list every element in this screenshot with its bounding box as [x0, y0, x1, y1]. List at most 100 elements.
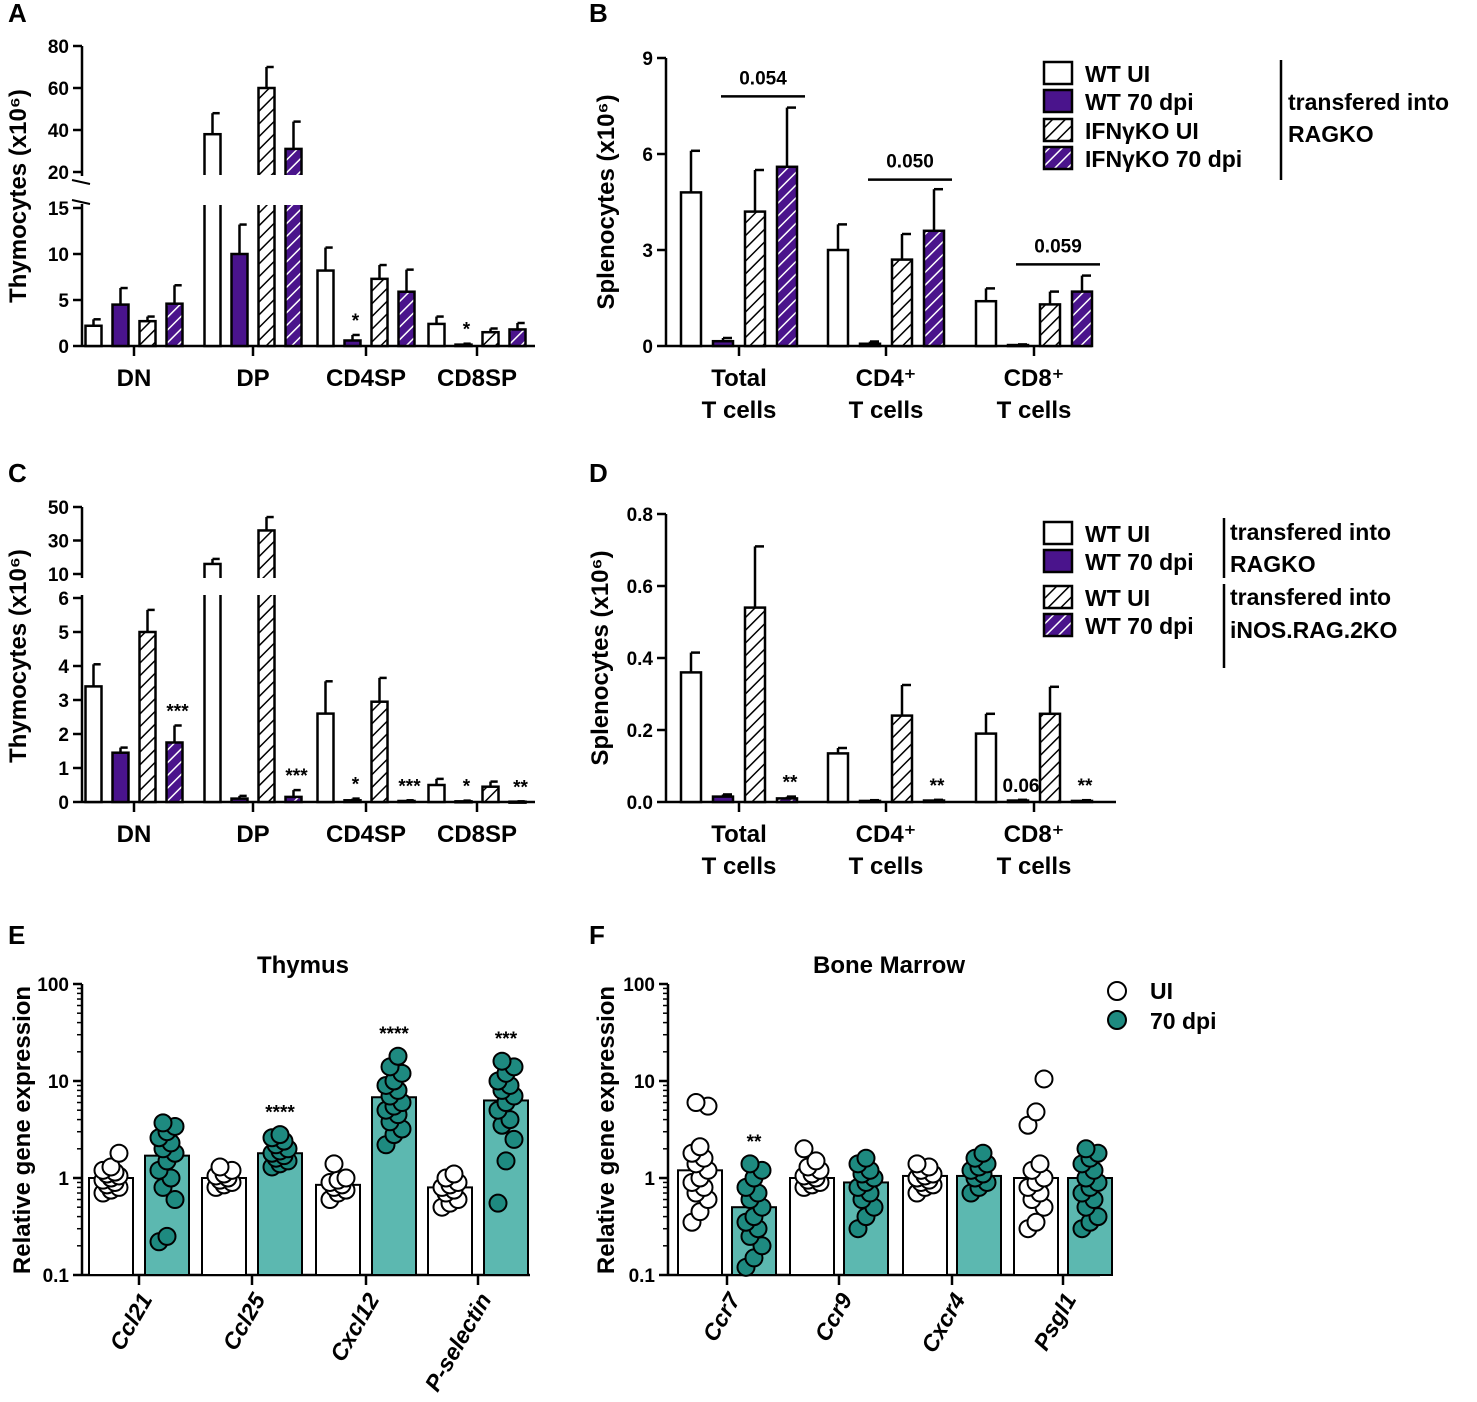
bar-purple	[343, 799, 362, 804]
y-tick-label: 2	[58, 725, 69, 746]
data-point	[388, 1046, 408, 1066]
legend-group-label: RAGKO	[1288, 121, 1374, 147]
legend-label: IFNγKO UI	[1085, 118, 1199, 144]
category-label: DN	[117, 365, 152, 392]
category-label: T cells	[997, 853, 1072, 880]
legend-swatch	[1042, 584, 1074, 610]
category-label: CD4SP	[326, 821, 406, 848]
significance-label: ***	[166, 702, 189, 723]
panel-label: B	[589, 0, 608, 28]
bar-hatch_purple	[508, 328, 527, 348]
legend-label: IFNγKO 70 dpi	[1085, 146, 1242, 172]
axis-break-mark	[71, 179, 91, 185]
bar-break-gap	[195, 578, 315, 595]
y-axis-title: Splenocytes (x10⁶)	[587, 550, 614, 765]
bar-purple	[111, 751, 130, 804]
axis-break-mark	[71, 199, 91, 205]
data-point	[1030, 1154, 1050, 1174]
bar-white	[316, 712, 335, 804]
y-tick-label: 100	[37, 975, 69, 996]
data-point	[157, 1226, 177, 1246]
category-label: T cells	[997, 397, 1072, 424]
bar-hatch_white	[743, 606, 767, 804]
y-tick-label: 0	[58, 337, 69, 358]
legend-swatch	[1042, 88, 1074, 114]
significance-label: **	[783, 773, 798, 794]
y-tick-label: 0.8	[627, 505, 653, 526]
y-tick-label: 50	[48, 498, 69, 519]
gene-label: Ccl25	[217, 1287, 271, 1354]
bar-hatch_white	[138, 630, 157, 804]
bar-white	[316, 269, 335, 348]
y-tick-label: 1	[644, 1169, 655, 1190]
legend-label: WT UI	[1085, 61, 1150, 87]
y-tick-label: 0	[642, 337, 653, 358]
data-point	[101, 1157, 121, 1177]
data-point	[109, 1143, 129, 1163]
data-point	[324, 1154, 344, 1174]
y-tick-label: 4	[58, 657, 69, 678]
data-point	[1026, 1212, 1046, 1232]
y-tick-label: 10	[48, 565, 69, 586]
y-tick-label: 10	[634, 1072, 655, 1093]
y-tick-label: 3	[58, 691, 69, 712]
data-point	[1026, 1102, 1046, 1122]
bar-white	[679, 191, 703, 348]
bar-hatch_purple	[165, 302, 184, 348]
bracket-label: 0.050	[886, 152, 934, 173]
y-tick-label: 15	[48, 199, 70, 220]
bar-purple	[111, 303, 130, 348]
y-tick-label: 10	[48, 245, 69, 266]
gene-label: Ccr7	[697, 1287, 746, 1345]
bar-white	[974, 299, 998, 348]
gene-label: Ccl21	[104, 1289, 157, 1355]
y-tick-label: 40	[48, 121, 69, 142]
y-tick-label: 60	[48, 79, 69, 100]
y-tick-label: 100	[623, 975, 655, 996]
y-axis-title: Relative gene expression	[9, 986, 36, 1274]
bar-white	[84, 324, 103, 348]
legend-swatch	[1042, 145, 1074, 171]
y-axis-title: Thymocytes (x10⁶)	[5, 89, 32, 303]
category-label: Total	[711, 821, 767, 848]
legend-swatch	[1042, 612, 1074, 638]
bar-purple	[343, 339, 362, 348]
data-point	[794, 1139, 814, 1159]
y-tick-label: 5	[58, 291, 69, 312]
legend-group-label: transfered into	[1288, 89, 1449, 115]
bar-white	[203, 132, 222, 348]
y-tick-label: 1	[58, 1169, 69, 1190]
bar-white	[203, 562, 222, 804]
significance-label: 0.06	[1003, 776, 1040, 797]
bar-hatch_purple	[284, 795, 303, 804]
bar-hatch_white	[138, 319, 157, 348]
significance-label: ***	[285, 766, 308, 787]
significance-label: *	[463, 320, 471, 341]
bar-purple	[858, 342, 882, 348]
y-axis-title: Thymocytes (x10⁶)	[5, 549, 32, 763]
significance-label: ****	[379, 1024, 409, 1045]
panel-label: C	[8, 458, 27, 488]
y-tick-label: 6	[642, 145, 653, 166]
category-label: T cells	[702, 853, 777, 880]
bar-hatch_white	[1038, 712, 1062, 804]
legend-label: 70 dpi	[1150, 1008, 1216, 1034]
data-point	[1034, 1069, 1054, 1089]
bar-hatch_white	[370, 700, 389, 804]
category-label: CD4⁺	[856, 365, 917, 392]
category-label: DP	[236, 821, 269, 848]
significance-label: **	[930, 776, 945, 797]
category-label: DP	[236, 365, 269, 392]
gene-label: Cxcl12	[325, 1288, 385, 1365]
legend-group-label: transfered into	[1230, 584, 1391, 610]
data-point	[270, 1125, 290, 1145]
gene-label: Cxcr4	[916, 1288, 971, 1357]
category-label: T cells	[849, 853, 924, 880]
bar-hatch_purple	[1070, 290, 1094, 348]
legend-label: WT 70 dpi	[1085, 613, 1194, 639]
bar-white	[974, 732, 998, 804]
legend-group-label: transfered into	[1230, 519, 1391, 545]
legend-label: WT UI	[1085, 585, 1150, 611]
y-tick-label: 10	[48, 1072, 69, 1093]
y-tick-label: 20	[48, 163, 69, 184]
